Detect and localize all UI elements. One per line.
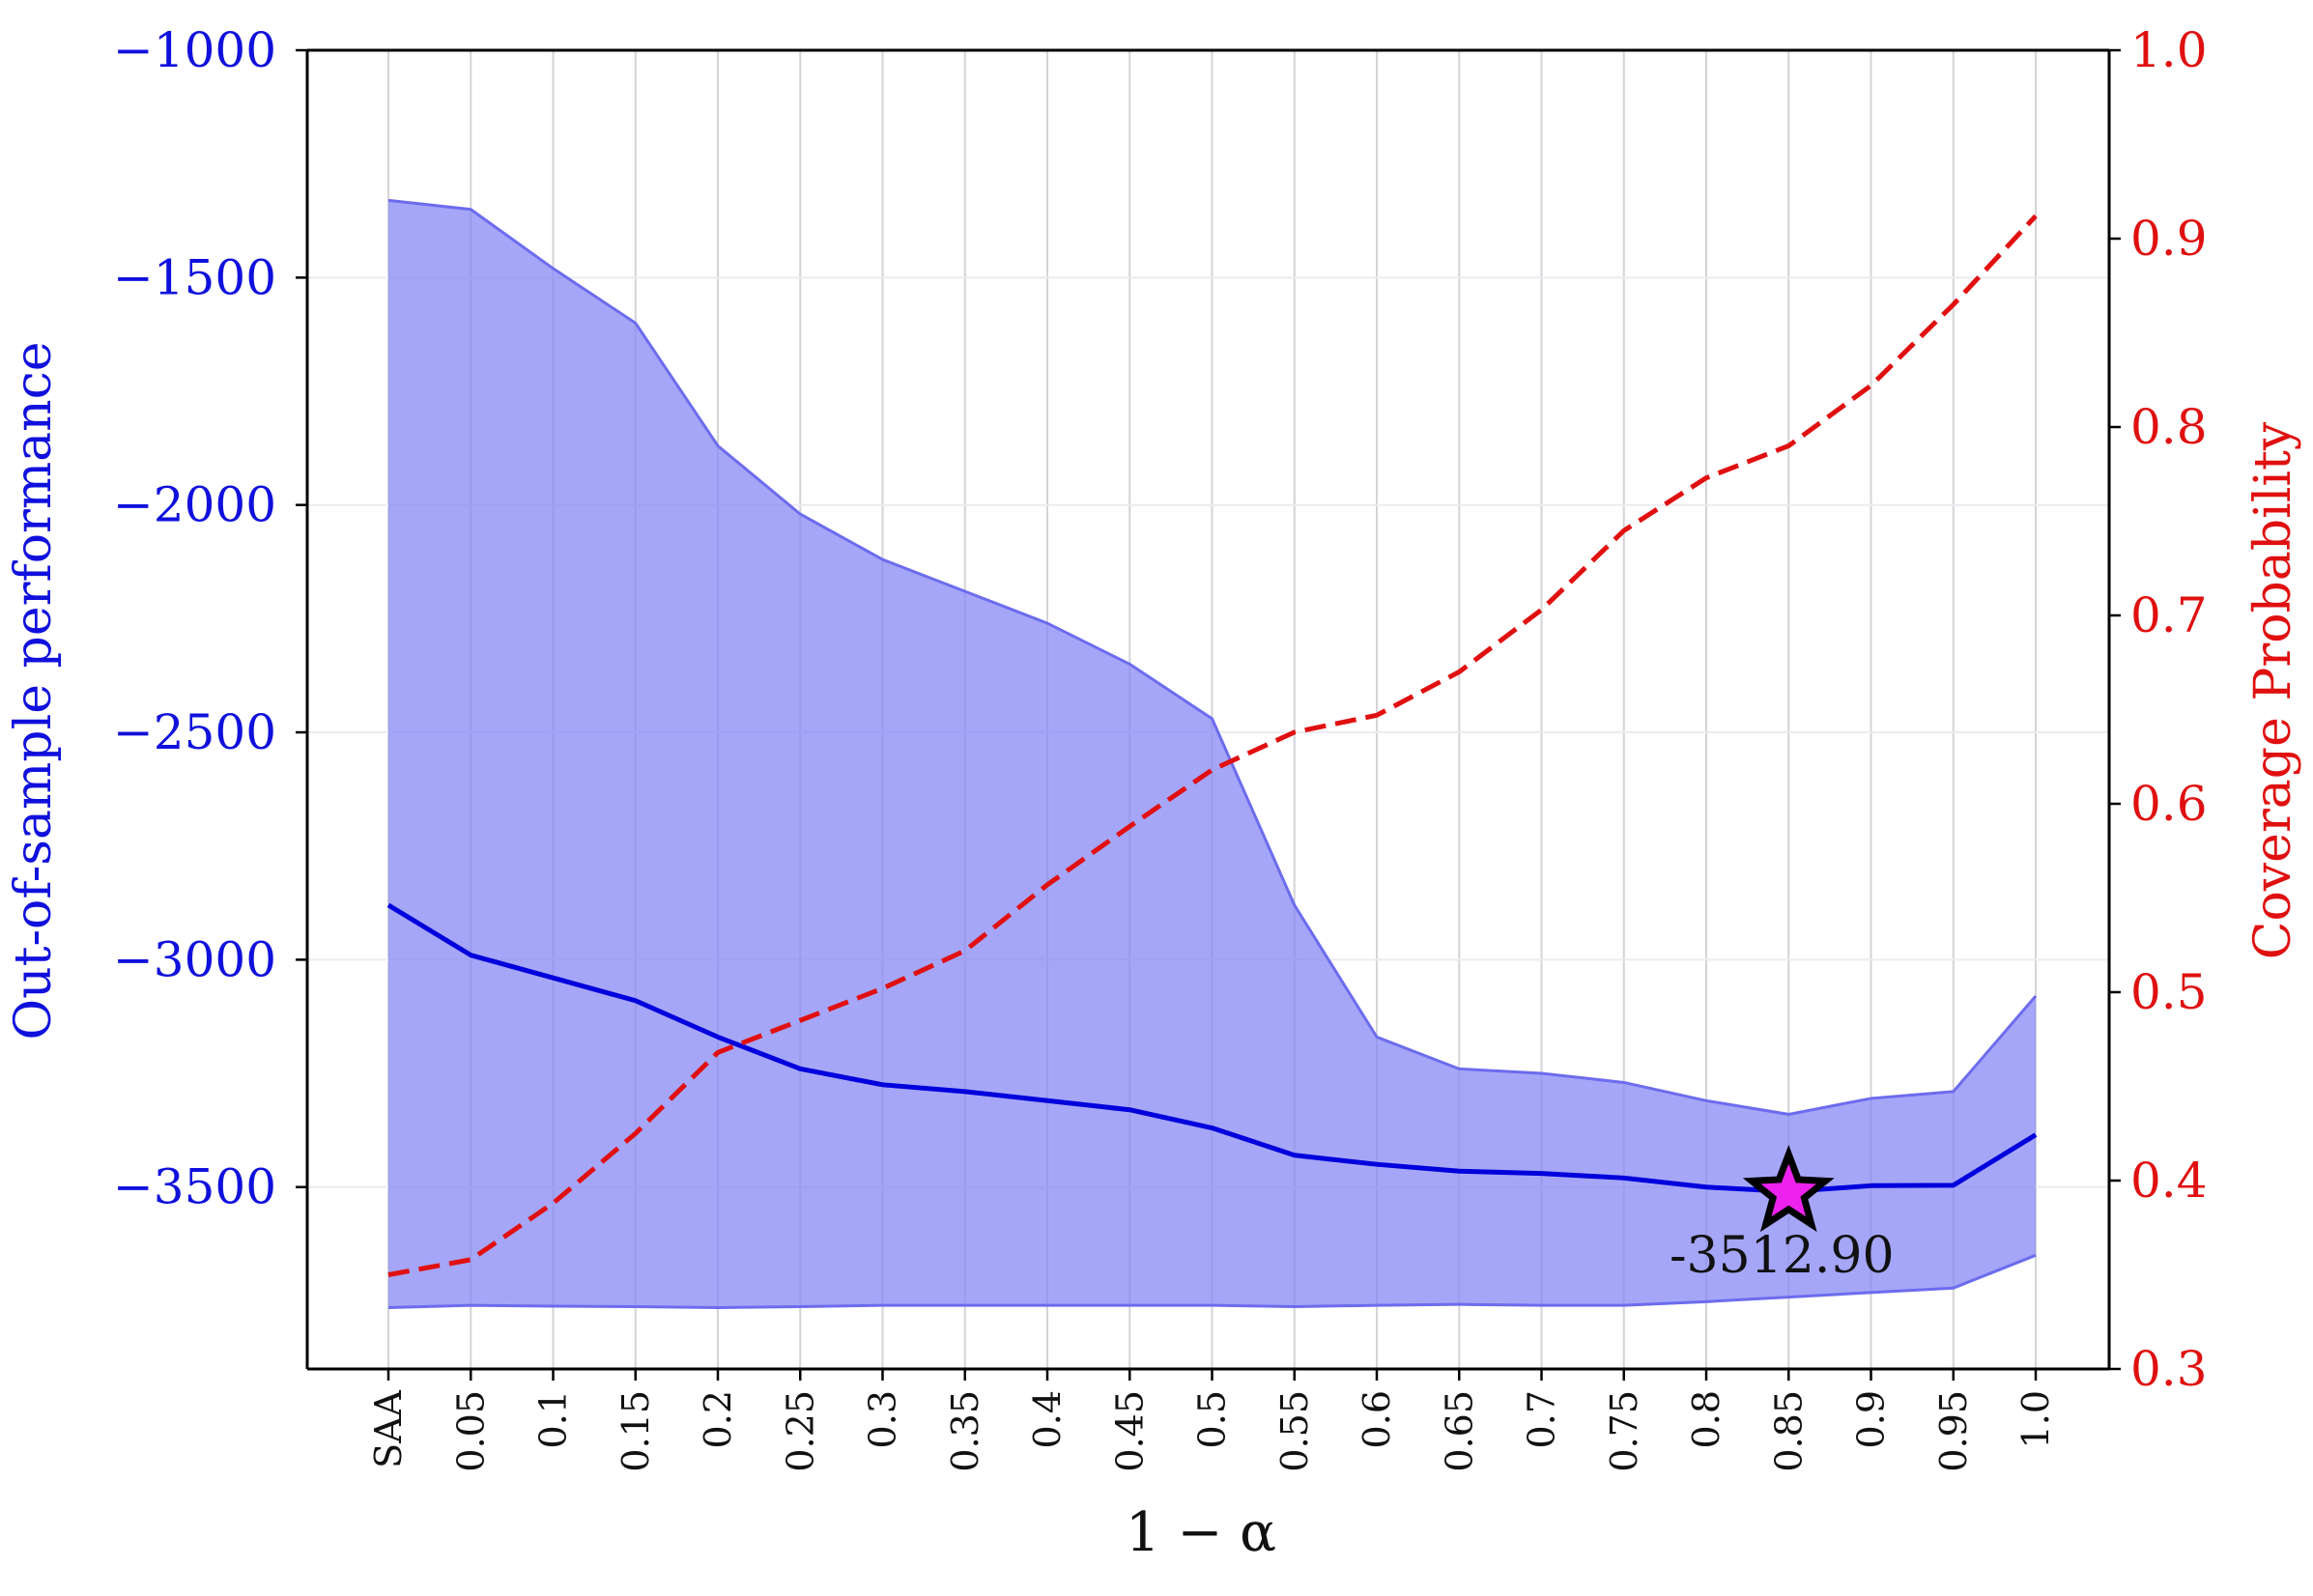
series-line-coverage bbox=[387, 214, 2038, 1277]
band-lower-edge bbox=[387, 1253, 2037, 1309]
x-tick-label: 0.25 bbox=[779, 1390, 821, 1472]
highlight-star-icon bbox=[1742, 1144, 1835, 1233]
x-tick-label: 0.85 bbox=[1767, 1390, 1810, 1472]
x-tick-label: 0.3 bbox=[862, 1390, 904, 1448]
plot-frame bbox=[305, 48, 2111, 1371]
y-right-tick-label: 0.6 bbox=[2130, 776, 2208, 832]
highlight-label: -3512.90 bbox=[1670, 1227, 1895, 1285]
y-axis-right-label: Coverage Probability bbox=[2244, 421, 2302, 959]
x-tick-label: 0.95 bbox=[1932, 1390, 1975, 1472]
x-axis: SAA 0.05 0.1 0.15 0.2 0.25 0.3 0.35 0.4 0.45 0.5 0.… bbox=[367, 1369, 2057, 1472]
x-tick-label: 0.9 bbox=[1850, 1390, 1893, 1448]
x-tick-label: 1.0 bbox=[2014, 1390, 2057, 1448]
x-tick-label: SAA bbox=[367, 1389, 410, 1468]
x-tick-label: 0.65 bbox=[1438, 1390, 1480, 1472]
y-left-tick-label: −1000 bbox=[113, 22, 276, 78]
x-tick-label: 0.2 bbox=[697, 1390, 739, 1448]
x-tick-label: 0.45 bbox=[1108, 1390, 1151, 1472]
y-left-tick-label: −2500 bbox=[113, 704, 276, 760]
y-right-tick-label: 0.4 bbox=[2130, 1153, 2208, 1209]
x-axis-label: 1 − α bbox=[1126, 1501, 1276, 1564]
x-tick-label: 0.55 bbox=[1273, 1390, 1316, 1472]
y-left-tick-label: −2000 bbox=[113, 477, 276, 533]
band-layer bbox=[387, 198, 2038, 1309]
x-tick-label: 0.15 bbox=[614, 1390, 657, 1472]
y-right-tick-label: 0.9 bbox=[2130, 211, 2208, 267]
y-right-tick-label: 0.7 bbox=[2130, 587, 2208, 643]
x-tick-label: 0.05 bbox=[449, 1390, 492, 1472]
y-right-tick-label: 0.5 bbox=[2130, 964, 2208, 1020]
x-tick-label: 0.35 bbox=[944, 1390, 986, 1472]
y-left-tick-label: −3500 bbox=[113, 1159, 276, 1215]
y-right-tick-label: 1.0 bbox=[2130, 22, 2208, 78]
x-tick-label: 0.4 bbox=[1026, 1390, 1069, 1448]
band-upper-edge bbox=[387, 198, 2038, 1116]
x-tick-label: 0.5 bbox=[1191, 1390, 1234, 1448]
y-axis-left-label: Out-of-sample performance bbox=[5, 341, 63, 1040]
y-right-tick-label: 0.3 bbox=[2130, 1341, 2208, 1397]
x-tick-label: 0.8 bbox=[1685, 1390, 1728, 1448]
y-axis-right: 0.3 0.4 0.5 0.6 0.7 0.8 0.9 1.0 bbox=[2109, 22, 2208, 1397]
band-area bbox=[388, 200, 2036, 1308]
y-right-tick-label: 0.8 bbox=[2130, 399, 2208, 455]
x-tick-label: 0.6 bbox=[1356, 1390, 1398, 1448]
y-axis-left: −1000 −1500 −2000 −2500 −3000 −3500 bbox=[113, 22, 307, 1215]
highlight-layer: -3512.90 bbox=[1670, 1144, 1895, 1285]
x-tick-label: 0.1 bbox=[532, 1390, 575, 1448]
y-left-tick-label: −3000 bbox=[113, 931, 276, 987]
y-left-tick-label: −1500 bbox=[113, 249, 276, 305]
x-tick-label: 0.7 bbox=[1521, 1390, 1563, 1448]
x-tick-label: 0.75 bbox=[1603, 1390, 1645, 1472]
